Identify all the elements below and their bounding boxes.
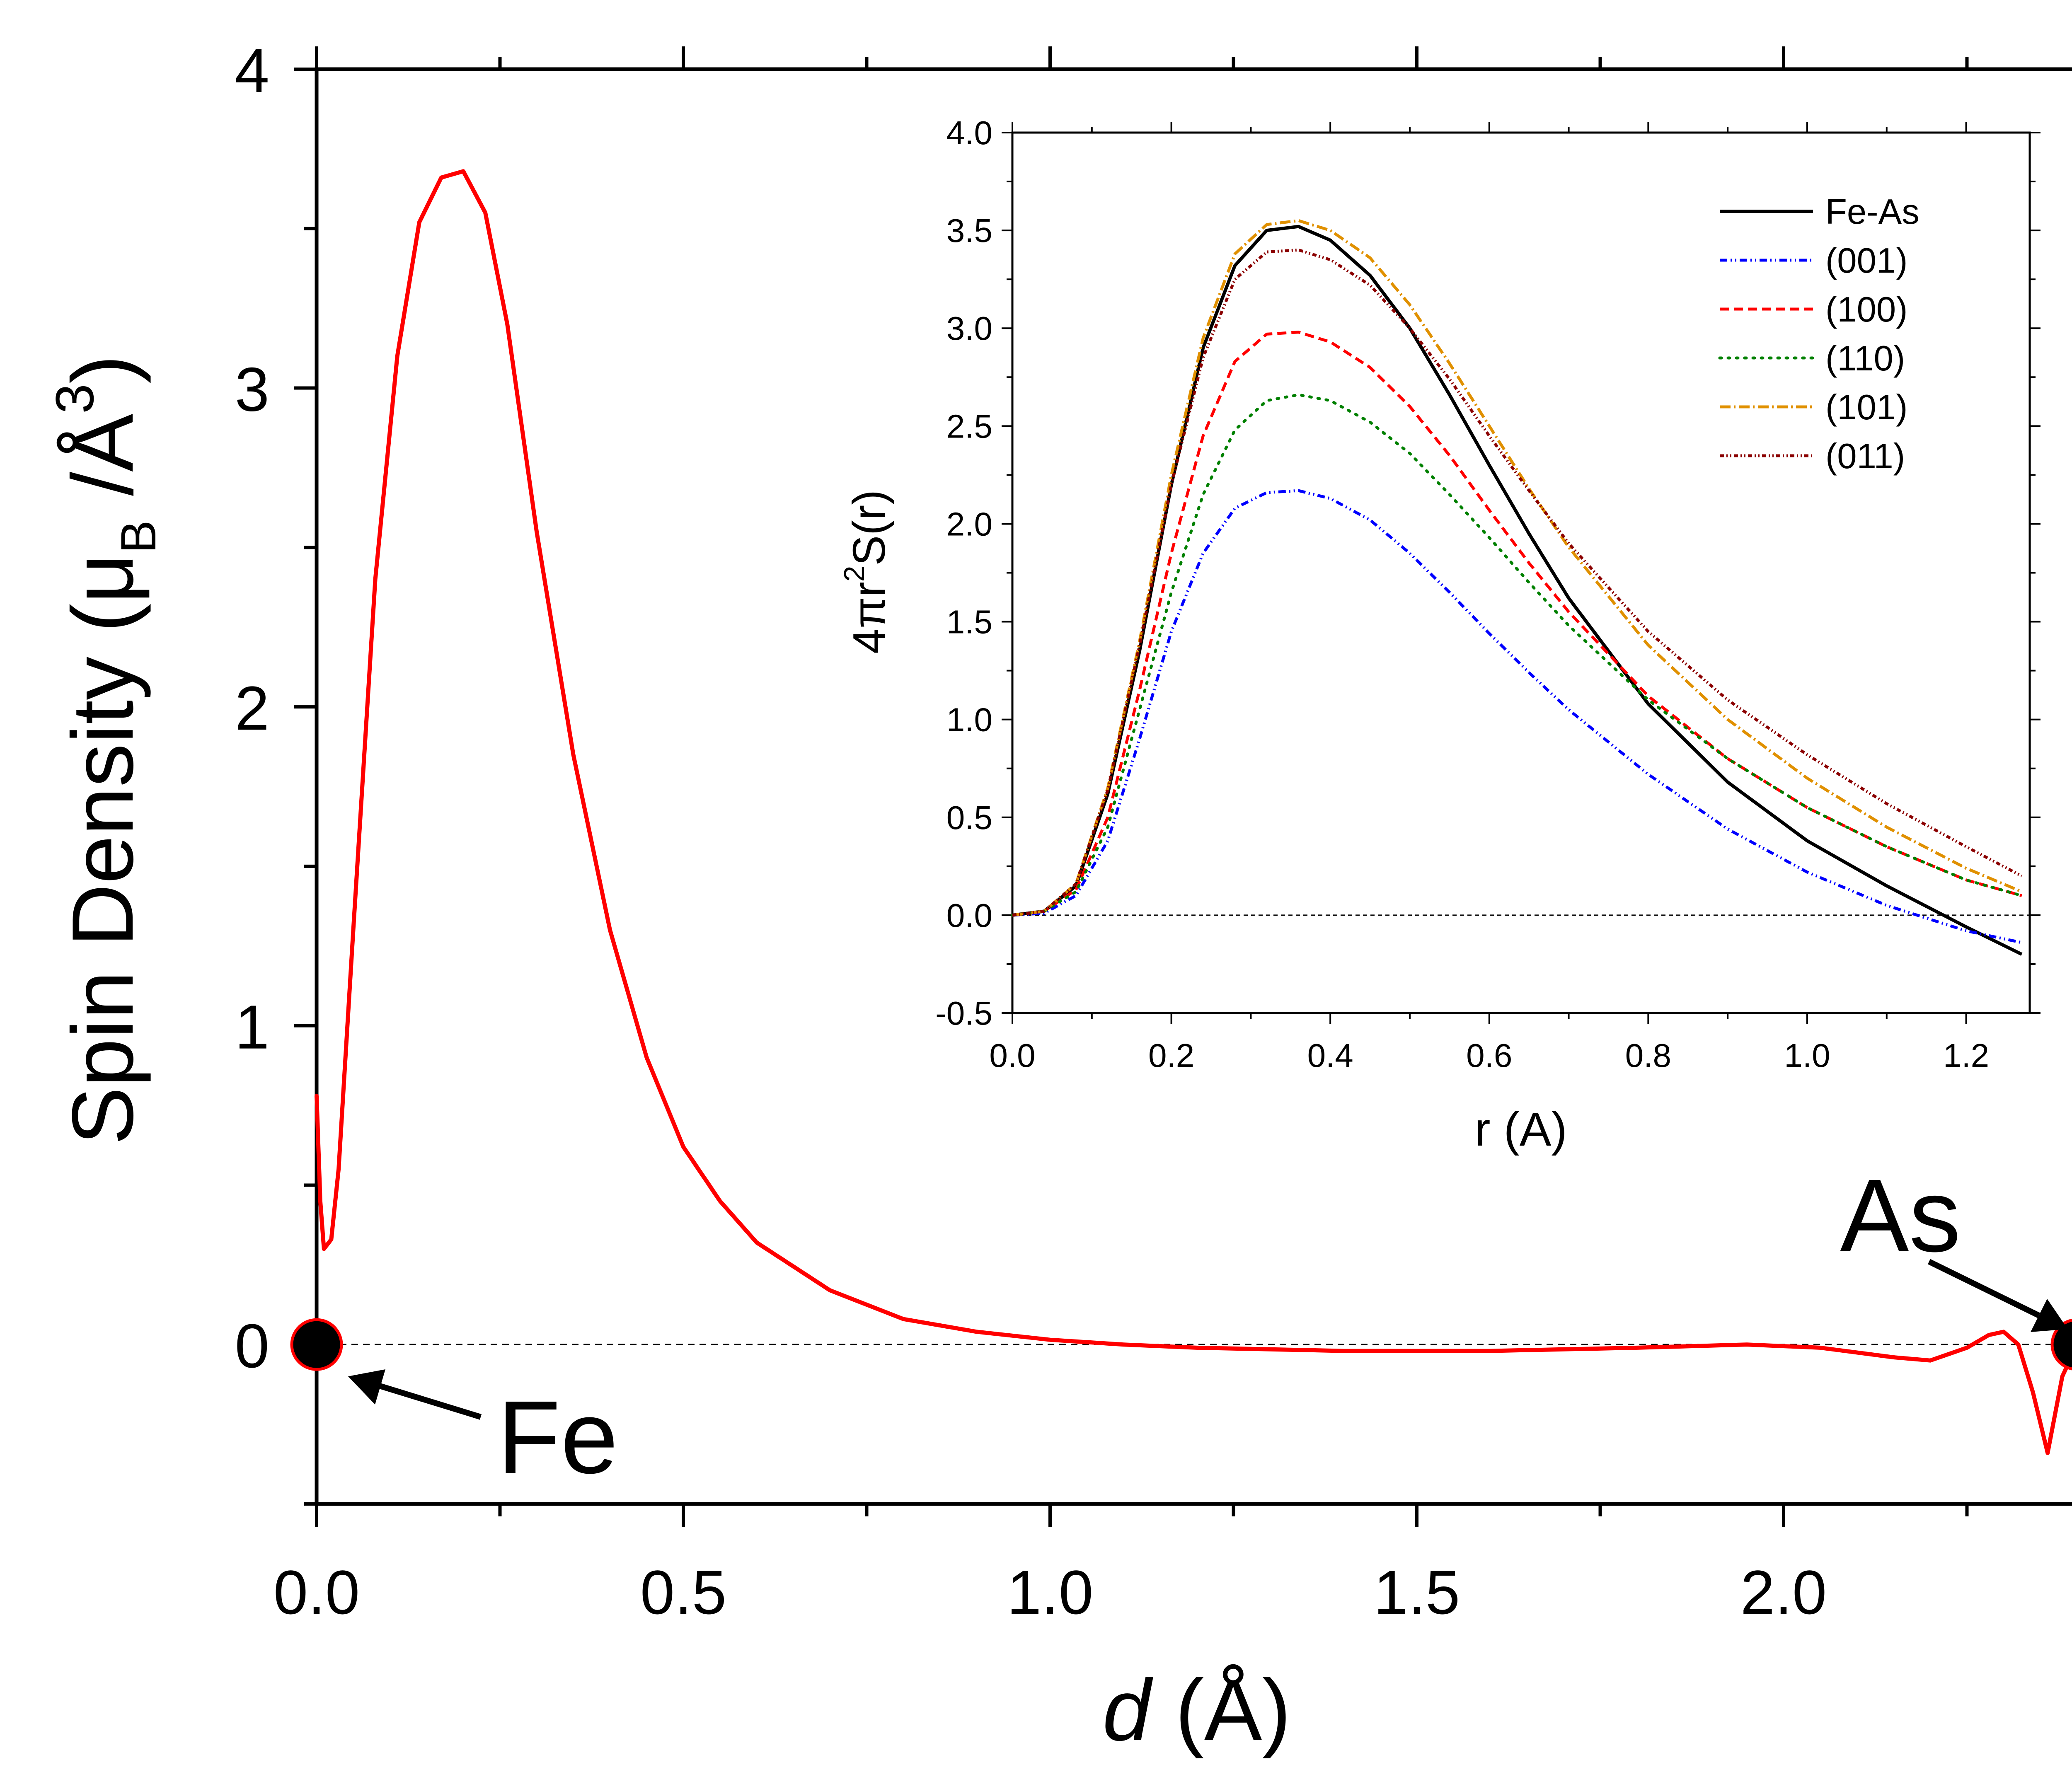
as-pointer-arrowhead [2031,1299,2068,1332]
inset-y-tick-label: 2.0 [946,505,992,542]
inset-legend: Fe-As (001) (100) (110) (101) (011) [1718,192,1920,476]
inset-y-tick-label: 0.5 [946,799,992,836]
main-y-tick-label: 2 [235,673,269,743]
main-y-tick-label: 1 [235,992,269,1062]
main-ticks [294,46,1969,1527]
inset-tick-labels: 0.0 0.2 0.4 0.6 0.8 1.0 1.2 -0.5 0.0 0.5 1.0 1.5 2.0… [935,114,1989,1074]
fe-pointer-arrow-line [372,1381,482,1420]
main-x-tick-label: 2.0 [1740,1557,1827,1627]
main-y-tick-label: 4 [235,36,269,105]
inset-x-tick-label: 1.0 [1784,1037,1830,1074]
main-plot-frame [315,67,2072,1506]
legend-label: (101) [1825,388,1907,427]
main-x-axis-title: d (Å) [1102,1661,1291,1759]
main-x-tick-label: 0.0 [274,1557,360,1627]
fe-atom-dot [290,1318,343,1371]
inset-y-tick-label: 2.5 [946,408,992,445]
inset-series-group [1011,219,2024,956]
inset-y-tick-label: 1.5 [946,604,992,641]
inset-y-tick-label: 4.0 [946,114,992,151]
inset-x-tick-label: 0.8 [1625,1037,1671,1074]
inset-y-tick-label: 3.0 [946,310,992,347]
main-x-tick-label: 1.5 [1374,1557,1460,1627]
inset-x-tick-label: 0.0 [989,1037,1035,1074]
inset-y-axis-title: 4πr2S(r) [838,490,895,654]
fe-atom-label: Fe [497,1379,618,1495]
legend-label: (110) [1825,339,1905,378]
inset-series-line [1011,393,2024,917]
inset-ticks [1002,122,2041,1024]
legend-label: (011) [1825,437,1905,476]
main-y-tick-label: 3 [235,355,269,424]
main-x-tick-label: 1.0 [1007,1557,1094,1627]
inset-series-line [1012,489,2022,944]
main-y-axis-title: Spin Density (μB /Å3) [44,355,166,1145]
inset-series-line [1012,225,2023,956]
main-series-line [315,169,2072,1455]
as-pointer-arrow-line [1927,1259,2041,1318]
main-y-tick-label: 0 [235,1311,269,1380]
inset-y-tick-label: -0.5 [935,995,992,1032]
legend-label: (001) [1825,241,1907,280]
as-atom-label: As [1840,1158,1961,1273]
inset-x-tick-label: 0.2 [1148,1037,1194,1074]
main-tick-labels: 0.0 0.5 1.0 1.5 2.0 0 1 2 3 4 [235,36,1827,1627]
inset-x-tick-label: 0.6 [1466,1037,1512,1074]
inset-x-tick-label: 0.4 [1307,1037,1353,1074]
as-atom-marker: As [1840,1158,2072,1371]
inset-x-tick-label: 1.2 [1943,1037,1989,1074]
inset-x-axis-title: r (A) [1474,1103,1567,1156]
inset-y-tick-label: 0.0 [946,897,992,934]
legend-label: Fe-As [1825,192,1920,232]
fe-pointer-arrowhead [348,1369,385,1405]
inset-y-tick-label: 3.5 [946,212,992,249]
main-x-tick-label: 0.5 [640,1557,727,1627]
inset-y-tick-label: 1.0 [946,701,992,738]
fe-atom-marker: Fe [290,1318,618,1495]
legend-label: (100) [1825,290,1907,329]
inset-background [1012,133,2030,1013]
as-atom-dot [2050,1318,2072,1371]
